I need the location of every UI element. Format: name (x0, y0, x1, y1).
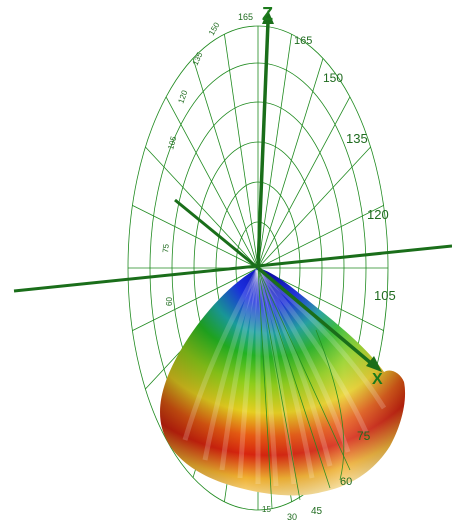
ring-label-120-right: 120 (367, 207, 389, 222)
ring-label-75-right: 75 (357, 429, 371, 443)
polar-spoke (257, 205, 384, 269)
polar-spoke (257, 34, 292, 269)
ring-label-135-left: 135 (191, 50, 205, 66)
ring-label-105-right: 105 (374, 288, 396, 303)
ring-label-135-right: 135 (346, 131, 368, 146)
ring-label-15-bottom: 15 (262, 505, 271, 514)
radiation-pattern-surface (160, 268, 406, 496)
surface-rib (237, 269, 261, 479)
ring-label-165-right: 165 (294, 35, 312, 47)
ring-label-30-bottom: 30 (287, 512, 297, 522)
z-axis (256, 10, 274, 269)
surface-rib (255, 269, 297, 485)
surface-ribs (182, 268, 387, 487)
polar-spoke (132, 267, 259, 331)
surface-rib (255, 269, 279, 487)
surface-rib (202, 269, 261, 461)
surface-rib (255, 268, 333, 467)
surface-rib (182, 268, 261, 441)
surface-rib (255, 269, 315, 479)
polar-spoke (165, 96, 259, 269)
surface-rib (219, 269, 261, 471)
horizontal-axis (13, 244, 452, 293)
ring-label-75-left: 75 (161, 243, 171, 253)
x-axis (256, 266, 382, 372)
ring-label-60-right: 60 (340, 476, 352, 488)
ring-label-45-bottom: 45 (311, 506, 323, 517)
ring-label-105-left: 105 (166, 135, 178, 151)
ring-label-150-right: 150 (323, 71, 343, 85)
surface-rib (256, 268, 369, 434)
polar-spoke (192, 58, 259, 269)
polar-spoke (257, 96, 351, 269)
polar-spoke (145, 146, 259, 269)
ring-label-150-left: 150 (207, 20, 222, 37)
polar-spoke (257, 146, 371, 269)
front-grid (257, 267, 351, 509)
surface-rib (255, 268, 351, 453)
z-axis-label: Z (262, 4, 273, 24)
ring-label-165-left: 165 (238, 12, 253, 22)
ring-label-120-left: 120 (176, 89, 189, 105)
polar-spoke (224, 34, 259, 269)
ring-label-60-left: 60 (165, 297, 174, 306)
polar-spoke (257, 58, 324, 269)
x-axis-label: X (372, 371, 383, 388)
polar-spoke (132, 205, 259, 269)
y-axis-line (174, 198, 259, 270)
